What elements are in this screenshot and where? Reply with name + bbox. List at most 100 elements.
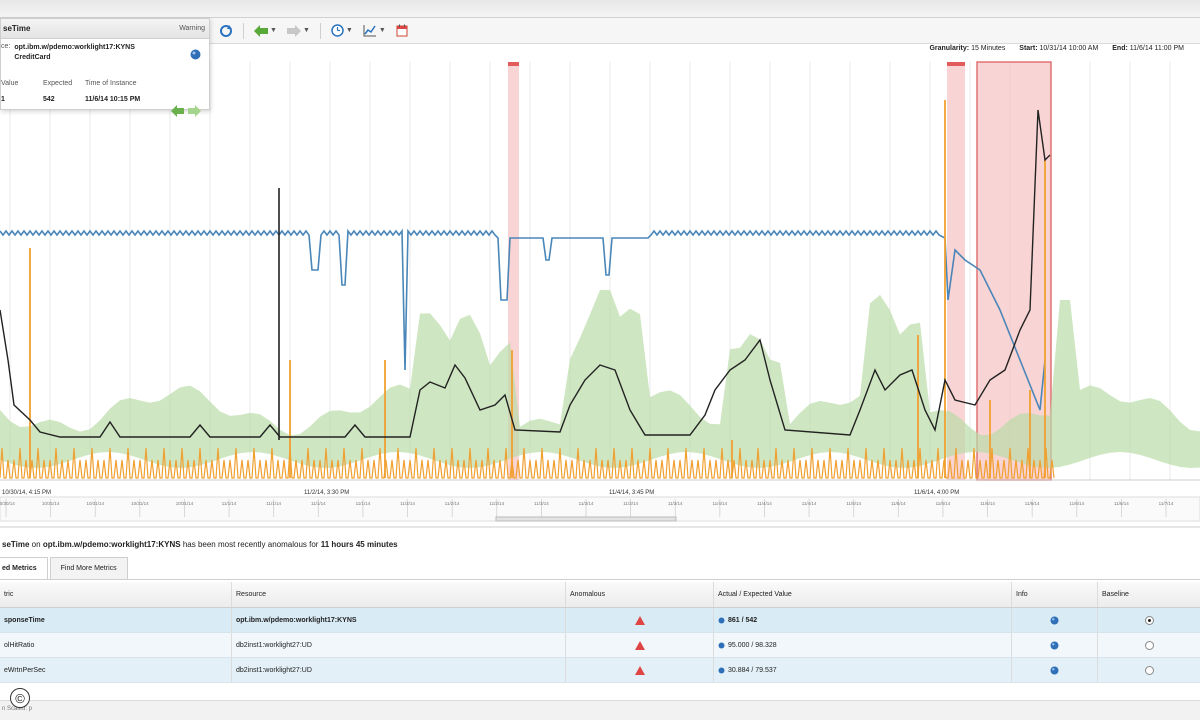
info-icon[interactable] [190,49,201,60]
back-arrow-icon [254,24,268,37]
time-range-button[interactable]: ▼ [328,21,356,41]
x-minor-tick-label: 11/6/14 [980,501,995,506]
x-minor-tick-label: 10/31/14 [42,501,60,506]
table-row[interactable]: eWrtnPerSec db2inst1:worklight27:UD 30.8… [0,658,1200,683]
anomaly-band [947,62,965,480]
column-header-metric[interactable]: tric [0,582,232,607]
status-on: on [31,540,41,549]
info-icon[interactable] [1050,616,1059,625]
baseline-cell [1098,633,1200,657]
anomalous-cell [566,658,714,682]
popup-resource-line1: opt.ibm.w/pdemo:worklight17:KYNS [14,44,135,51]
anomaly-band-marker [508,62,519,66]
table-header-row: tric Resource Anomalous Actual / Expecte… [0,582,1200,608]
x-minor-tick-label: 11/3/14 [668,501,683,506]
baseline-cell [1098,608,1200,632]
time-range-summary: Granularity: 15 Minutes Start: 10/31/14 … [929,45,1196,52]
popup-header-expected: Expected [43,79,73,87]
popup-header: seTime Warning [1,19,209,39]
metric-name: sponseTime [0,608,232,632]
forward-button[interactable]: ▼ [284,21,313,41]
overview-range-handle [495,516,677,522]
popup-resource-label: ce: [1,43,11,50]
metrics-tabs: ed Metrics Find More Metrics [0,556,1200,580]
popup-nav [171,105,201,117]
metric-chart[interactable]: 10/30/14, 4:15 PM 11/2/14, 3:30 PM 11/4/14… [0,60,1200,530]
anomalous-cell [566,633,714,657]
x-minor-tick-label: 10/31/14 [86,501,104,506]
calendar-button[interactable] [393,21,411,41]
info-icon[interactable] [1050,666,1059,675]
x-minor-tick-label: 11/4/14 [757,501,772,506]
column-header-info[interactable]: Info [1012,582,1098,607]
actual-expected-value: 30.884 / 79.537 [728,666,777,674]
refresh-button[interactable] [216,21,236,41]
chevron-down-icon: ▼ [302,27,310,34]
x-minor-tick-label: 11/6/14 [1025,501,1040,506]
info-icon[interactable] [1050,641,1059,650]
status-resource: opt.ibm.w/pdemo:worklight17:KYNS [42,540,181,549]
info-cell [1012,608,1098,632]
granularity-value: 15 Minutes [971,45,1006,52]
status-text: has been most recently anomalous for [182,540,319,549]
tab-related-metrics[interactable]: ed Metrics [0,557,48,579]
instance-popup: seTime Warning ce: opt.ibm.w/pdemo:workl… [0,18,210,117]
resource-name: opt.ibm.w/pdemo:worklight17:KYNS [232,608,566,632]
series-line-blue [0,228,1046,411]
value-cell: 861 / 542 [714,608,1012,632]
chart-toolbar: ▼ ▼ ▼ ▼ [210,18,1200,44]
popup-resource-line2: CreditCard [14,54,51,61]
x-minor-tick-label: 11/6/14 [1069,501,1084,506]
value-trend-icon [718,617,725,623]
granularity-label: Granularity: [929,45,970,52]
actual-expected-value: 95.000 / 98.328 [728,641,777,649]
back-button[interactable]: ▼ [251,21,280,41]
anomaly-band [508,62,519,480]
popup-expected: 542 [43,95,55,103]
x-minor-tick-label: 11/3/14 [579,501,594,506]
popup-time: 11/6/14 10:15 PM [85,95,141,103]
table-row[interactable]: sponseTime opt.ibm.w/pdemo:worklight17:K… [0,608,1200,633]
x-minor-tick-label: 10/31/14 [131,501,149,506]
copyright-mark: © [10,688,30,708]
x-minor-tick-label: 11/3/14 [623,501,638,506]
popup-values: Value Expected Time of Instance 1 542 11… [1,75,161,107]
metric-name: olHitRatio [0,633,232,657]
x-minor-tick-label: 11/1/14 [222,501,237,506]
previous-instance-icon[interactable] [171,105,184,117]
info-cell [1012,633,1098,657]
x-minor-tick-label: 11/3/14 [534,501,549,506]
anomaly-band-marker [947,62,965,66]
forward-arrow-icon [286,24,301,37]
popup-header-value: Value [1,79,19,87]
chart-svg[interactable]: 10/30/14, 4:15 PM 11/2/14, 3:30 PM 11/4/14… [0,60,1200,530]
next-instance-icon[interactable] [188,105,201,117]
x-minor-tick-label: 11/6/14 [1114,501,1129,506]
x-minor-tick-label: 11/1/14 [311,501,326,506]
popup-resource: opt.ibm.w/pdemo:worklight17:KYNS CreditC… [14,43,135,63]
baseline-cell [1098,658,1200,682]
baseline-radio[interactable] [1144,640,1154,650]
warning-triangle-icon [634,665,645,675]
popup-status: Warning [179,25,205,32]
expected-range-band [0,290,1200,468]
table-row[interactable]: olHitRatio db2inst1:worklight27:UD 95.00… [0,633,1200,658]
x-minor-tick-label: 11/1/14 [356,501,371,506]
footer-text: n Scaled: p [2,706,33,712]
baseline-radio[interactable] [1144,665,1154,675]
column-header-anomalous[interactable]: Anomalous [566,582,714,607]
baseline-radio[interactable] [1144,615,1154,625]
x-minor-tick-label: 11/2/14 [400,501,415,506]
popup-title: seTime [3,24,31,33]
column-header-value[interactable]: Actual / Expected Value [714,582,1012,607]
x-minor-tick-label: 11/4/14 [802,501,817,506]
tab-find-more-metrics[interactable]: Find More Metrics [49,557,128,579]
x-minor-tick-label: 11/7/14 [1159,501,1174,506]
column-header-baseline[interactable]: Baseline [1102,591,1129,598]
end-label: End: [1112,45,1128,52]
metrics-table: tric Resource Anomalous Actual / Expecte… [0,582,1200,683]
column-header-resource[interactable]: Resource [232,582,566,607]
chart-options-button[interactable]: ▼ [360,21,389,41]
x-major-tick-label: 11/6/14, 4:00 PM [914,490,959,496]
value-cell: 95.000 / 98.328 [714,633,1012,657]
